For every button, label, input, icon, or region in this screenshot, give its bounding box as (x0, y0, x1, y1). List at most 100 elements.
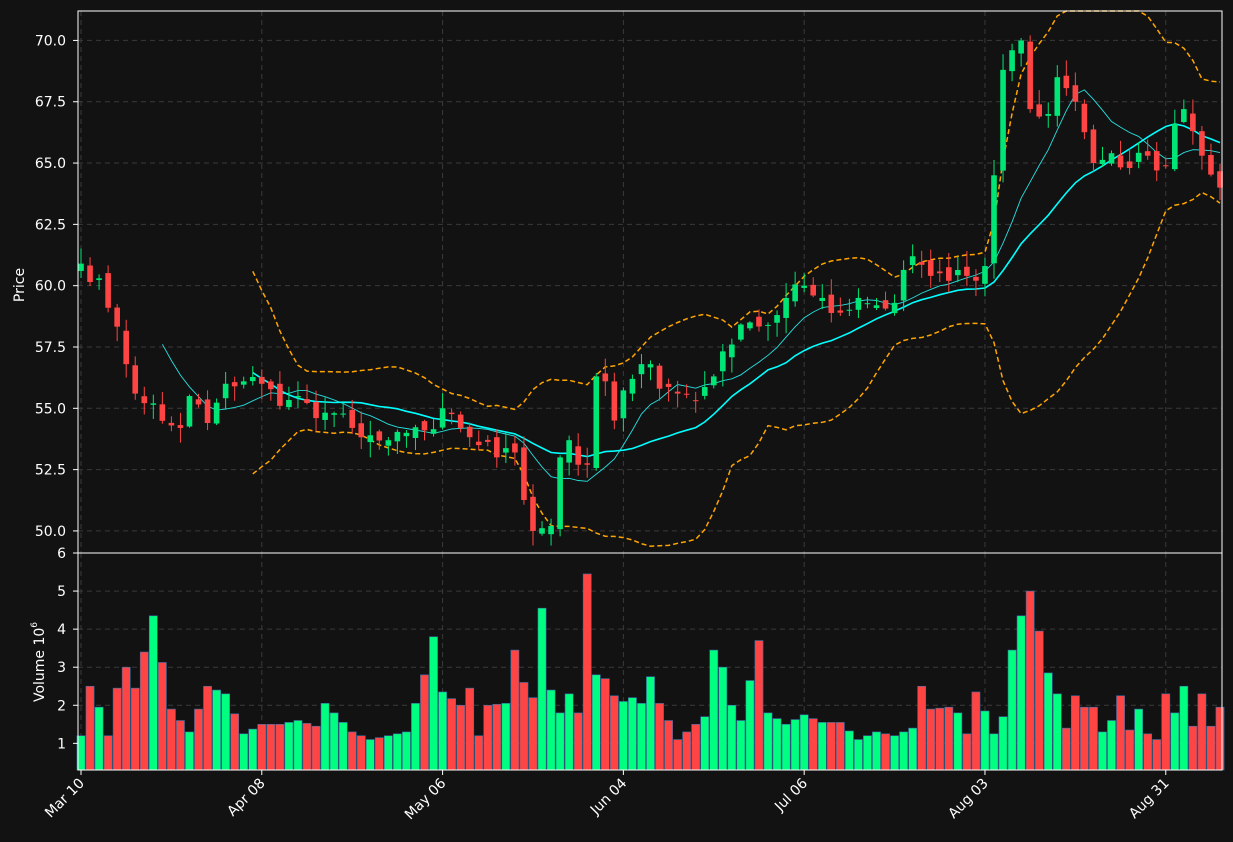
volume-bar (881, 733, 890, 771)
candle (322, 397, 328, 430)
volume-bar (817, 722, 827, 771)
volume-bar (293, 720, 303, 771)
bollinger-upper-line (252, 10, 1221, 411)
volume-bar (365, 739, 375, 771)
volume-bar (483, 704, 493, 771)
candle (1009, 43, 1015, 82)
candle-body (367, 435, 374, 443)
candle (620, 387, 627, 432)
volume-bar (1215, 706, 1225, 771)
volume-tick-label: 4 (57, 622, 66, 638)
volume-bar (221, 693, 231, 771)
candle (1208, 143, 1214, 177)
volume-bar (926, 708, 936, 771)
candle (819, 284, 826, 310)
volume-bar (727, 704, 737, 771)
candle (900, 260, 907, 312)
volume-bar (935, 707, 945, 771)
volume-bar (564, 693, 574, 771)
volume-bar (528, 697, 538, 771)
candle-body (783, 297, 789, 318)
candle (927, 249, 934, 288)
volume-bar (953, 712, 963, 771)
volume-bar (709, 649, 719, 771)
candle-body (557, 457, 563, 530)
candle-body (1009, 50, 1015, 72)
candle (828, 279, 835, 323)
candle-body (936, 271, 943, 274)
candle (503, 432, 509, 464)
candle (955, 256, 961, 283)
volume-bar (1152, 739, 1162, 771)
candle (141, 386, 148, 415)
volume-bar (591, 674, 601, 771)
volume-bar (1188, 725, 1198, 771)
candle (765, 322, 771, 341)
candle (304, 384, 310, 405)
volume-bar (257, 724, 267, 771)
price-tick-label: 65.0 (35, 156, 66, 172)
candle-body (593, 376, 600, 469)
volume-bar (790, 719, 800, 771)
volume-bar (980, 710, 990, 771)
volume-bar (456, 704, 466, 771)
candle (457, 411, 464, 433)
price-tick-label: 67.5 (35, 95, 66, 111)
candle-body (1135, 152, 1142, 162)
candle-body (1117, 155, 1124, 168)
candle (701, 371, 708, 400)
candle (376, 429, 383, 450)
volume-bar (130, 687, 140, 771)
candle-body (87, 265, 93, 282)
volume-bar (573, 712, 583, 771)
candle-body (674, 391, 681, 394)
candle (204, 390, 211, 431)
candle-body (539, 528, 545, 534)
candle (222, 371, 229, 410)
volume-axis-label-exponent: 6 (30, 622, 40, 628)
candle (349, 399, 355, 435)
candle (1108, 150, 1115, 166)
candle-body (747, 322, 753, 329)
candle (186, 394, 193, 428)
volume-bar (329, 712, 339, 771)
candle-body (277, 383, 283, 406)
volume-bar (1016, 615, 1026, 771)
candle-body (991, 175, 997, 264)
candle-body (448, 412, 455, 415)
volume-bar (582, 573, 592, 771)
volume-bar (266, 724, 276, 771)
candle-body (475, 441, 482, 446)
candle (792, 271, 798, 307)
volume-bar (1034, 630, 1044, 771)
volume-bar (275, 724, 285, 771)
candle (1217, 163, 1223, 201)
candle (1190, 99, 1196, 145)
candle (240, 376, 247, 389)
volume-bar (655, 703, 664, 771)
candle-body (304, 399, 310, 404)
volume-bar (1043, 672, 1053, 771)
candle (1090, 124, 1097, 172)
candle (710, 374, 717, 389)
candle (385, 436, 392, 456)
volume-bar (1179, 685, 1189, 771)
volume-bar (203, 685, 212, 771)
candle (729, 338, 735, 373)
candle (548, 518, 554, 546)
candle (430, 419, 437, 437)
candle (1181, 99, 1187, 124)
candle (340, 401, 346, 418)
volume-bar (501, 703, 511, 771)
candle-body (78, 263, 84, 271)
candle-body (141, 396, 148, 404)
volume-bar (555, 712, 565, 771)
candle-body (503, 448, 509, 453)
candle-body (240, 381, 247, 385)
candle-body (1144, 151, 1151, 156)
candle-body (213, 402, 220, 424)
candle (1045, 102, 1052, 128)
candle-body (918, 261, 925, 265)
volume-bar (402, 731, 411, 771)
